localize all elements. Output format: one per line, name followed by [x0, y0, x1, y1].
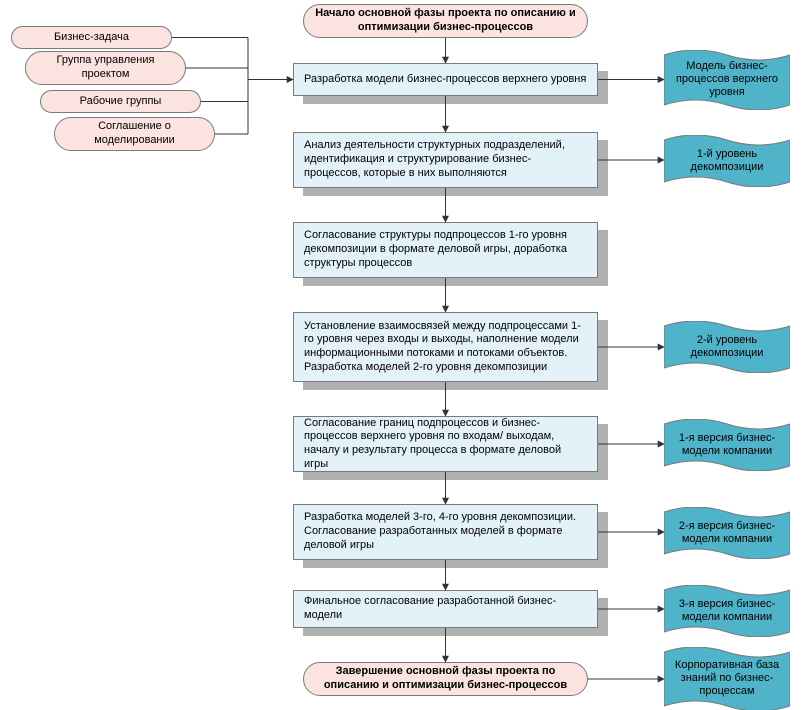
diagram-canvas: Начало основной фазы проекта по описанию…	[0, 0, 805, 710]
